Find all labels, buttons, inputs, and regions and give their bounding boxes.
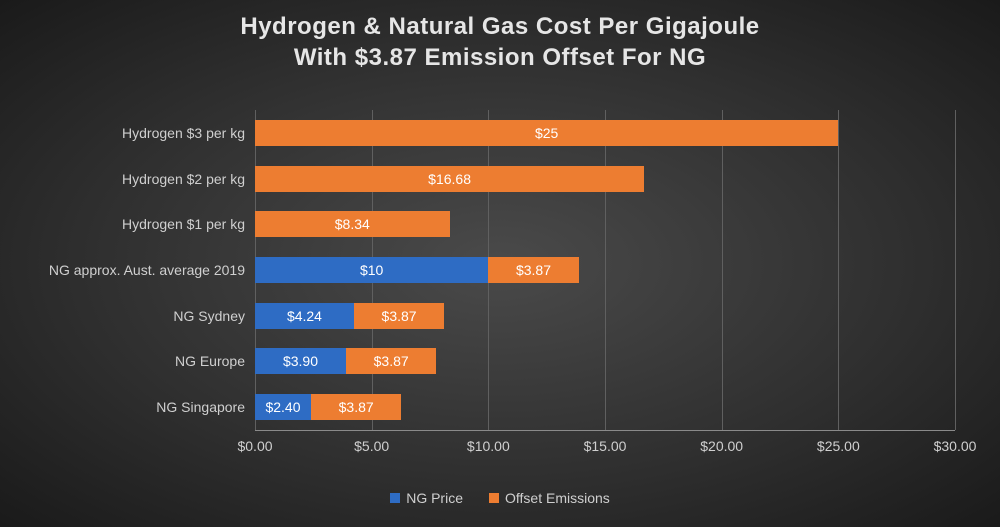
plot-area: $0.00$5.00$10.00$15.00$20.00$25.00$30.00… (255, 110, 955, 430)
bar-segment-offset-emissions: $3.87 (354, 303, 444, 329)
y-axis-label: NG Sydney (173, 308, 255, 324)
bar-row: $25 (255, 120, 838, 146)
y-axis-label: Hydrogen $2 per kg (122, 171, 255, 187)
bar-data-label: $16.68 (428, 171, 471, 187)
x-tick-label: $0.00 (237, 438, 272, 454)
legend-label: NG Price (406, 490, 463, 506)
bar-data-label: $3.87 (382, 308, 417, 324)
bar-data-label: $4.24 (287, 308, 322, 324)
bar-data-label: $2.40 (265, 399, 300, 415)
bar-data-label: $8.34 (335, 216, 370, 232)
y-axis-label: Hydrogen $3 per kg (122, 125, 255, 141)
bar-data-label: $25 (535, 125, 558, 141)
legend-swatch (489, 493, 499, 503)
chart-root: Hydrogen & Natural Gas Cost Per Gigajoul… (0, 0, 1000, 527)
x-tick-label: $25.00 (817, 438, 860, 454)
y-axis-label: NG approx. Aust. average 2019 (49, 262, 255, 278)
bar-segment-offset-emissions: $3.87 (311, 394, 401, 420)
bar-row: $4.24 $3.87 (255, 303, 444, 329)
legend-item: Offset Emissions (489, 490, 610, 506)
gridline (722, 110, 723, 430)
x-tick-label: $10.00 (467, 438, 510, 454)
x-tick-label: $5.00 (354, 438, 389, 454)
y-axis-label: Hydrogen $1 per kg (122, 216, 255, 232)
bar-segment-offset-emissions: $25 (255, 120, 838, 146)
gridline (955, 110, 956, 430)
bar-segment-offset-emissions: $16.68 (255, 166, 644, 192)
legend: NG Price Offset Emissions (0, 490, 1000, 506)
bar-segment-offset-emissions: $3.87 (488, 257, 578, 283)
x-tick-label: $15.00 (584, 438, 627, 454)
bar-data-label: $3.90 (283, 353, 318, 369)
legend-swatch (390, 493, 400, 503)
bar-row: $2.40 $3.87 (255, 394, 401, 420)
chart-title-line2: With $3.87 Emission Offset For NG (0, 43, 1000, 74)
x-tick-label: $30.00 (934, 438, 977, 454)
y-axis-label: NG Singapore (156, 399, 255, 415)
gridline (838, 110, 839, 430)
legend-item: NG Price (390, 490, 463, 506)
bar-segment-ng-price: $3.90 (255, 348, 346, 374)
legend-label: Offset Emissions (505, 490, 610, 506)
gridline (605, 110, 606, 430)
chart-title-line1: Hydrogen & Natural Gas Cost Per Gigajoul… (0, 12, 1000, 43)
bar-row: $10 $3.87 (255, 257, 579, 283)
bar-segment-ng-price: $2.40 (255, 394, 311, 420)
bar-segment-offset-emissions: $8.34 (255, 211, 450, 237)
x-axis-line (255, 430, 955, 431)
y-axis-label: NG Europe (175, 353, 255, 369)
bar-segment-ng-price: $10 (255, 257, 488, 283)
bar-row: $16.68 (255, 166, 644, 192)
bar-data-label: $3.87 (339, 399, 374, 415)
bar-data-label: $3.87 (516, 262, 551, 278)
bar-data-label: $3.87 (374, 353, 409, 369)
bar-segment-offset-emissions: $3.87 (346, 348, 436, 374)
bar-row: $3.90 $3.87 (255, 348, 436, 374)
bar-data-label: $10 (360, 262, 383, 278)
x-tick-label: $20.00 (700, 438, 743, 454)
bar-row: $8.34 (255, 211, 450, 237)
bar-segment-ng-price: $4.24 (255, 303, 354, 329)
chart-title: Hydrogen & Natural Gas Cost Per Gigajoul… (0, 0, 1000, 73)
